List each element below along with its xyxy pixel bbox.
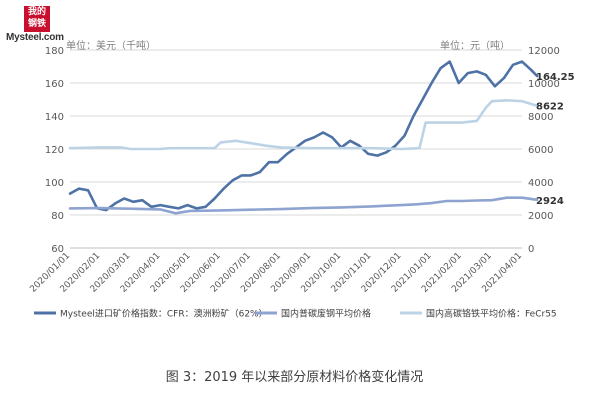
legend-label: 国内高碳铬铁平均价格：FeCr55 bbox=[426, 308, 557, 320]
logo-mark-line-1: 我的 bbox=[27, 7, 46, 17]
left-axis-unit: 单位：美元（千吨） bbox=[66, 41, 156, 52]
logo-text: Mysteel.com bbox=[6, 32, 64, 43]
y-left-tick-label: 120 bbox=[45, 145, 64, 156]
series-end-label: 2924 bbox=[536, 196, 564, 207]
right-axis-unit: 单位：元（吨） bbox=[440, 41, 510, 52]
y-left-tick-label: 180 bbox=[45, 46, 64, 57]
y-left-tick-label: 100 bbox=[45, 178, 64, 189]
y-right-tick-label: 4000 bbox=[528, 178, 553, 189]
y-left-tick-label: 60 bbox=[51, 244, 64, 255]
price-chart: 60 80 100 120 140 160 180 0 2000 4000 6000 8000 1000… bbox=[28, 46, 575, 320]
mysteel-logo: 我的 钢铁 Mysteel.com bbox=[6, 6, 76, 44]
legend-label: 国内普碳废钢平均价格 bbox=[281, 308, 371, 320]
logo-mark-line-2: 钢铁 bbox=[27, 19, 46, 29]
series-line-2 bbox=[68, 99, 539, 151]
figure-caption: 图 3：2019 年以来部分原材料价格变化情况 bbox=[165, 370, 424, 385]
y-right-tick-label: 2000 bbox=[528, 211, 553, 222]
legend-label: Mysteel进口矿价格指数：CFR：澳洲粉矿（62%） bbox=[60, 308, 268, 320]
series-end-label: 164.25 bbox=[536, 72, 575, 83]
series-line-1 bbox=[68, 196, 539, 215]
series-end-label: 8622 bbox=[536, 102, 564, 113]
y-right-tick-label: 0 bbox=[528, 244, 534, 255]
logo-mark: 我的 钢铁 bbox=[24, 6, 50, 32]
series-line-0 bbox=[68, 60, 539, 212]
y-left-tick-label: 160 bbox=[45, 79, 64, 90]
y-right-tick-label: 12000 bbox=[528, 46, 560, 57]
y-left-tick-label: 140 bbox=[45, 112, 64, 123]
y-right-tick-label: 6000 bbox=[528, 145, 553, 156]
y-right-tick-label: 10000 bbox=[528, 79, 560, 90]
y-left-tick-label: 80 bbox=[51, 211, 64, 222]
y-right-tick-label: 8000 bbox=[528, 112, 553, 123]
